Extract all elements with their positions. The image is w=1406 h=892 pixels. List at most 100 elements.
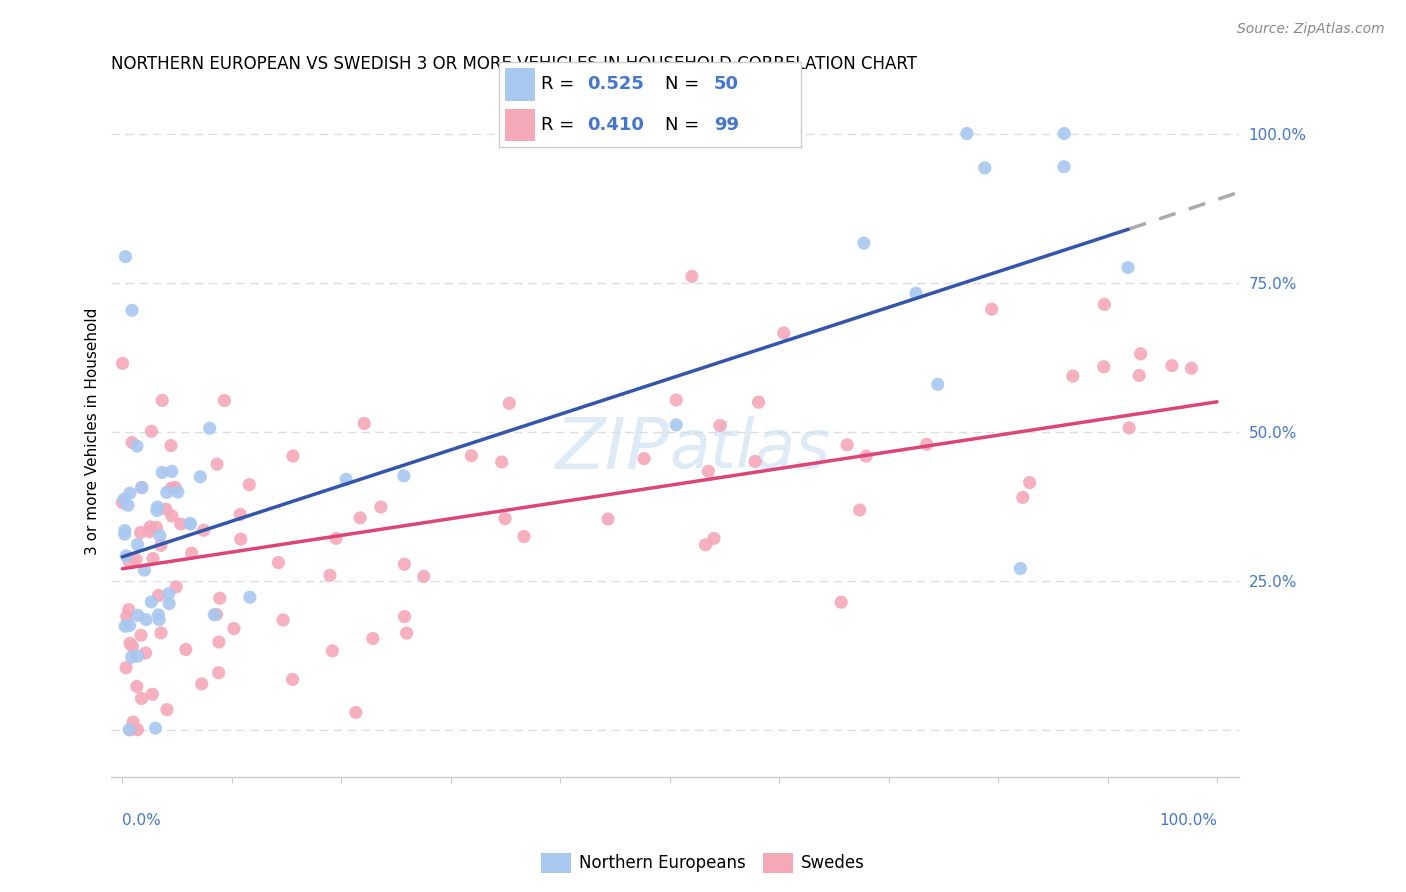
Y-axis label: 3 or more Vehicles in Household: 3 or more Vehicles in Household	[86, 308, 100, 556]
Point	[744, 454, 766, 468]
Text: 99: 99	[714, 116, 738, 134]
Point	[111, 356, 134, 370]
Point	[146, 503, 169, 517]
Point	[852, 236, 875, 251]
Text: Source: ZipAtlas.com: Source: ZipAtlas.com	[1237, 22, 1385, 37]
Point	[349, 511, 371, 525]
Point	[222, 622, 245, 636]
Point	[118, 554, 141, 568]
Point	[111, 495, 134, 509]
Point	[118, 723, 141, 737]
Point	[973, 161, 995, 175]
Point	[118, 636, 141, 650]
Point	[267, 556, 290, 570]
Point	[118, 603, 141, 617]
Point	[156, 485, 179, 500]
Point	[370, 500, 392, 514]
Point	[271, 613, 294, 627]
Bar	[505, 109, 536, 141]
Point	[170, 516, 193, 531]
Point	[494, 511, 516, 525]
Point	[121, 435, 143, 450]
Point	[1161, 359, 1184, 373]
Point	[125, 439, 148, 453]
Point	[141, 595, 163, 609]
Legend: Northern Europeans, Swedes: Northern Europeans, Swedes	[534, 847, 872, 880]
Point	[1116, 260, 1139, 275]
Point	[131, 691, 153, 706]
Point	[681, 269, 703, 284]
Point	[905, 286, 928, 301]
Point	[131, 480, 153, 494]
Point	[1092, 359, 1115, 374]
Point	[1010, 561, 1032, 575]
Point	[392, 469, 415, 483]
Point	[697, 464, 720, 478]
Point	[179, 516, 201, 531]
Point	[361, 632, 384, 646]
Point	[229, 508, 252, 522]
Point	[1094, 297, 1116, 311]
Point	[122, 715, 145, 730]
Point	[190, 677, 212, 691]
Point	[1180, 361, 1202, 376]
Point	[121, 640, 143, 654]
Point	[208, 591, 231, 606]
Point	[229, 532, 252, 546]
Text: NORTHERN EUROPEAN VS SWEDISH 3 OR MORE VEHICLES IN HOUSEHOLD CORRELATION CHART: NORTHERN EUROPEAN VS SWEDISH 3 OR MORE V…	[111, 55, 917, 73]
Point	[980, 302, 1002, 317]
Point	[112, 492, 135, 507]
Text: 0.0%: 0.0%	[122, 814, 162, 828]
Point	[160, 464, 183, 478]
Point	[121, 303, 143, 318]
Text: 50: 50	[714, 76, 738, 94]
Point	[118, 486, 141, 500]
Point	[149, 625, 172, 640]
Text: R =: R =	[541, 116, 581, 134]
Point	[596, 512, 619, 526]
Point	[148, 607, 170, 622]
Point	[118, 618, 141, 632]
Point	[120, 723, 142, 737]
Point	[491, 455, 513, 469]
Text: N =: N =	[665, 116, 706, 134]
Point	[155, 502, 177, 516]
Point	[665, 392, 688, 407]
Point	[135, 613, 157, 627]
Point	[513, 529, 536, 543]
Point	[114, 524, 136, 538]
Point	[114, 250, 136, 264]
Point	[748, 395, 770, 409]
Point	[281, 449, 304, 463]
Point	[394, 609, 416, 624]
Point	[125, 680, 148, 694]
Point	[188, 470, 211, 484]
Point	[205, 607, 228, 622]
Point	[145, 721, 167, 735]
Point	[129, 628, 152, 642]
Point	[141, 425, 163, 439]
Text: N =: N =	[665, 76, 706, 94]
Point	[1062, 369, 1084, 384]
Point	[149, 538, 172, 552]
Point	[157, 587, 180, 601]
Text: atlas: atlas	[669, 417, 831, 483]
Point	[115, 549, 138, 563]
Point	[1053, 160, 1076, 174]
Point	[198, 421, 221, 435]
Point	[160, 439, 183, 453]
Point	[139, 520, 162, 534]
Point	[321, 644, 343, 658]
Point	[114, 527, 136, 541]
Text: ZIP: ZIP	[555, 415, 669, 484]
Point	[150, 393, 173, 408]
Point	[319, 568, 342, 582]
Point	[239, 591, 262, 605]
Point	[134, 563, 156, 577]
Point	[160, 481, 183, 495]
Point	[127, 723, 149, 737]
Point	[855, 449, 877, 463]
Point	[1128, 368, 1150, 383]
Point	[695, 538, 717, 552]
Point	[150, 466, 173, 480]
